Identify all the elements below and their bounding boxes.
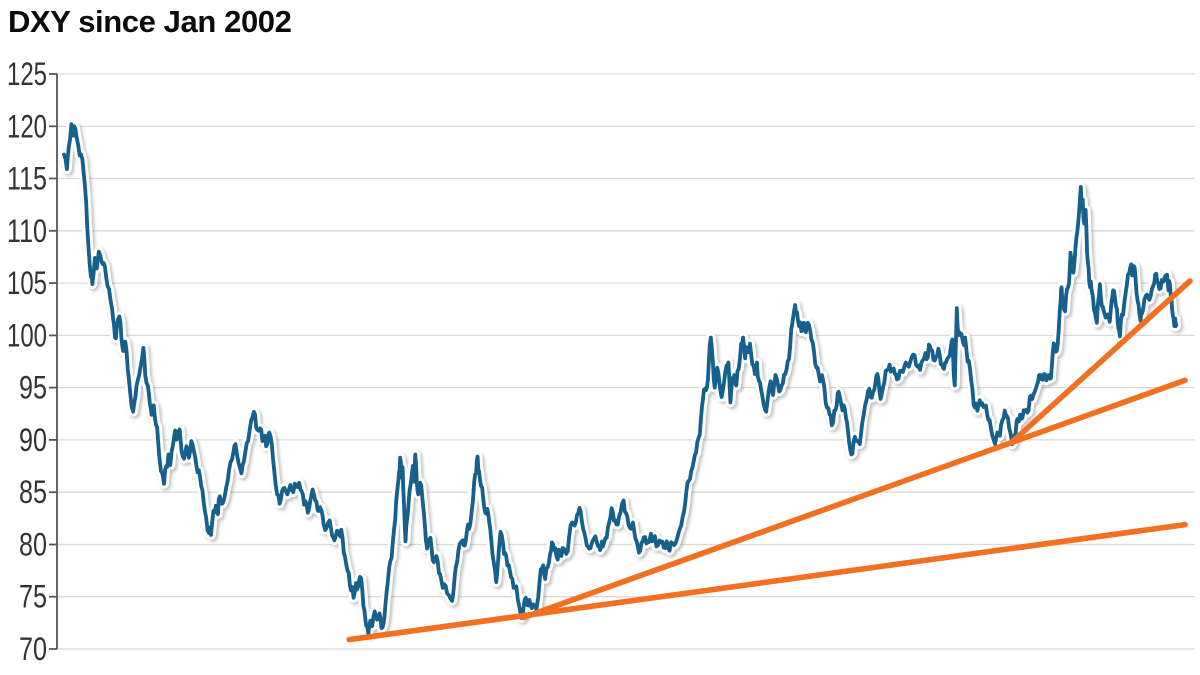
dxy-series-line	[62, 122, 1179, 636]
y-tick-label: 70	[19, 631, 47, 667]
y-tick-label: 120	[7, 108, 47, 144]
y-tick-label: 85	[19, 474, 47, 510]
y-tick-label: 105	[7, 265, 47, 301]
y-tick-label: 90	[19, 422, 47, 458]
y-tick-label: 125	[7, 56, 47, 92]
y-tick-label: 110	[7, 213, 47, 249]
trendline-from-2008-low	[346, 521, 1188, 643]
dxy-series-halo	[59, 119, 1182, 639]
y-tick-label: 75	[19, 579, 47, 615]
y-tick-label: 115	[7, 161, 47, 197]
trendline-from-2011-low	[520, 377, 1188, 621]
trendline-from-2021-low	[1010, 278, 1193, 444]
chart-title: DXY since Jan 2002	[8, 4, 292, 39]
y-tick-label: 100	[7, 317, 47, 353]
y-tick-label: 80	[19, 527, 47, 563]
dxy-series-group	[59, 119, 1182, 639]
y-tick-label: 95	[19, 370, 47, 406]
